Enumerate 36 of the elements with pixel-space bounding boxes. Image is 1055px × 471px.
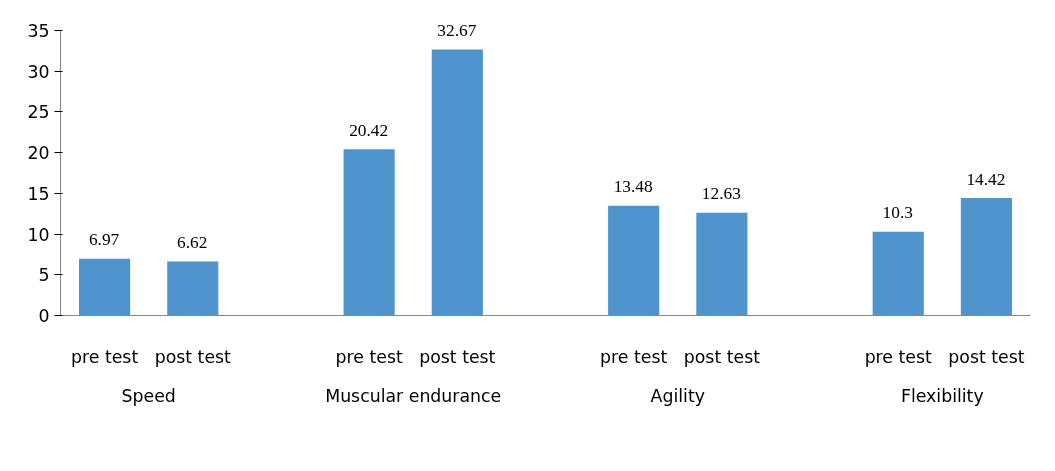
bar xyxy=(343,149,395,316)
text: Agility xyxy=(650,385,705,406)
y-tick-label: 0 xyxy=(38,306,50,326)
data-label: 10.3 xyxy=(882,203,913,224)
x-tick-label: pre test xyxy=(600,346,668,367)
bar xyxy=(960,198,1012,316)
data-label: 13.48 xyxy=(613,177,653,198)
x-tick-label: post test xyxy=(419,346,496,367)
bar xyxy=(79,258,131,316)
y-tick-label: 25 xyxy=(27,102,50,123)
text: Muscular endurance xyxy=(325,385,502,406)
data-label: 6.97 xyxy=(88,230,120,251)
x-tick-label: post test xyxy=(154,346,232,367)
y-tick-label: 35 xyxy=(27,21,50,41)
y-tick-label: 30 xyxy=(27,61,50,82)
bar xyxy=(608,205,660,316)
x-tick-label: pre test xyxy=(71,346,139,367)
data-label: 12.63 xyxy=(701,184,741,205)
text: Speed xyxy=(121,385,176,406)
bar xyxy=(872,231,924,316)
text: Flexibility xyxy=(900,385,984,406)
x-tick-label: post test xyxy=(948,346,1025,367)
data-label: 6.62 xyxy=(177,233,208,254)
y-tick-label: 20 xyxy=(27,143,50,164)
bar xyxy=(167,261,219,316)
y-tick-label: 5 xyxy=(38,265,50,286)
data-label: 14.42 xyxy=(966,169,1006,190)
bar xyxy=(696,212,748,316)
y-tick-label: 15 xyxy=(27,183,50,204)
data-label: 32.67 xyxy=(437,20,477,41)
x-tick-label: pre test xyxy=(335,346,403,367)
y-tick-label: 10 xyxy=(27,224,50,245)
x-tick-label: pre test xyxy=(864,346,933,367)
data-label: 20.42 xyxy=(349,120,389,141)
bar xyxy=(431,49,483,316)
x-tick-label: post test xyxy=(683,346,761,367)
